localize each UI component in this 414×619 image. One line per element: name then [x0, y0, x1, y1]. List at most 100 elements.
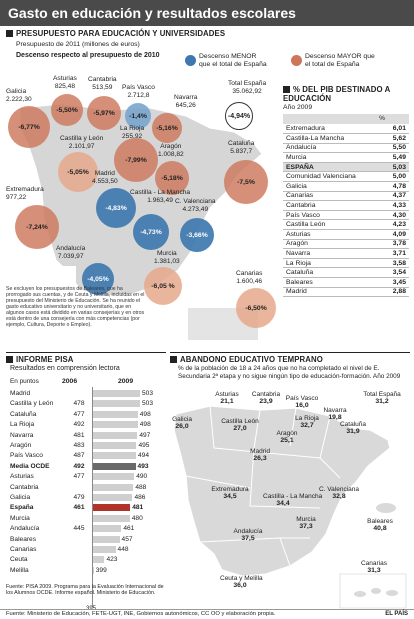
- region-name: Asturias: [53, 75, 77, 82]
- pib-region: Asturias: [283, 229, 384, 240]
- dropout-subtitle: % de la población de 18 a 24 años que no…: [178, 365, 401, 380]
- pisa-value-2009: 423: [106, 556, 118, 564]
- bubble-extremadura: -7,24%: [15, 205, 59, 249]
- region-budget: 645,26: [175, 101, 196, 109]
- pib-row: Navarra 3,71: [283, 248, 409, 259]
- region-name: Castilla - La Mancha: [130, 189, 191, 196]
- pisa-row: Galicia 479 486: [10, 493, 170, 502]
- pisa-value-2009: 498: [139, 410, 151, 418]
- dropout-region: Madrid 26,3: [240, 448, 280, 463]
- pib-value: 6,01: [383, 124, 409, 135]
- pib-region: Comunidad Valenciana: [283, 171, 384, 183]
- pib-region: Murcia: [283, 152, 384, 163]
- region-label-andalucia: Andalucía 7.039,97: [56, 245, 85, 260]
- pib-region: Navarra: [283, 248, 384, 259]
- pisa-value-2006: 492: [73, 421, 85, 429]
- dropout-region-name: Asturias: [215, 391, 239, 398]
- pisa-region: Madrid: [10, 390, 31, 397]
- pisa-value-2006: 481: [73, 431, 85, 439]
- pisa-value-2006: 487: [73, 452, 85, 460]
- pisa-value-2009: 503: [142, 390, 154, 397]
- legend-less-swatch: [185, 55, 196, 66]
- dropout-region-value: 34,4: [276, 500, 290, 508]
- dropout-region-name: Madrid: [250, 448, 270, 455]
- pib-value: 3,54: [383, 267, 409, 278]
- dropout-region-value: 40,8: [373, 525, 387, 533]
- pisa-value-2009: 493: [137, 462, 149, 470]
- pisa-bar-2009: [92, 390, 140, 397]
- pisa-bar-2009: [92, 462, 136, 470]
- pisa-region: La Rioja: [10, 421, 35, 429]
- pib-region: Andalucía: [283, 143, 384, 154]
- pisa-value-2009: 461: [123, 525, 135, 533]
- region-pct: -4,83%: [105, 204, 127, 212]
- region-label-castilla-leon: Castilla y León 2.101,97: [60, 135, 103, 150]
- pisa-region: Castilla y León: [10, 400, 54, 408]
- pisa-region: Aragón: [10, 442, 32, 449]
- pib-region: Castilla-La Mancha: [283, 133, 384, 144]
- dropout-region-value: 25,1: [280, 437, 294, 445]
- pisa-bar-2009: [92, 400, 140, 408]
- bubble-cantabria: -5,97%: [87, 96, 121, 130]
- dropout-region-value: 31,9: [346, 428, 360, 436]
- bubble-aragon: -5,18%: [155, 161, 189, 195]
- pib-value: 4,33: [383, 200, 409, 211]
- pib-col-header: %: [283, 114, 409, 124]
- region-pct: -3,66%: [186, 231, 208, 239]
- legend-less-label: Descenso MENOR que el total de España: [199, 53, 267, 68]
- dropout-region-name: Navarra: [323, 407, 347, 414]
- section-bullet-icon: [283, 85, 290, 93]
- footer-credit: EL PAÍS: [385, 611, 408, 617]
- bubble-navarra: -5,16%: [152, 113, 182, 143]
- dropout-region-value: 37,3: [299, 523, 313, 531]
- region-pct: -5,18%: [161, 174, 183, 182]
- region-name: Madrid: [94, 170, 115, 177]
- region-label-aragon: Aragón 1.008,82: [158, 143, 184, 158]
- bubble-cataluna: -7,5%: [224, 160, 268, 204]
- pisa-value-2009: 480: [131, 514, 143, 522]
- dropout-region-value: 31,2: [375, 398, 389, 406]
- pib-table: Extremadura 6,01 Castilla-La Mancha 5,62 And…: [283, 124, 409, 298]
- dropout-region: Ceuta y Melilla 36,0: [220, 575, 263, 590]
- dropout-region-value: 32,7: [300, 422, 314, 430]
- pisa-region: Andalucía: [10, 525, 40, 533]
- pib-row: Madrid 2,88: [283, 287, 409, 298]
- dropout-region: Castilla - La Mancha 34,4: [263, 493, 323, 508]
- dropout-rule: [170, 352, 410, 353]
- dropout-region-name: Cantabria: [251, 391, 281, 398]
- region-budget: 1.008,82: [158, 150, 184, 158]
- region-budget: 825,48: [54, 82, 75, 90]
- dropout-region-name: Castilla - La Mancha: [263, 493, 323, 500]
- pisa-bar-2009: [92, 514, 130, 522]
- bubble-andalucia: -4,05%: [82, 263, 114, 295]
- pib-value: 2,88: [383, 287, 409, 298]
- dropout-region-value: 26,0: [175, 423, 189, 431]
- region-label-la-rioja: La Rioja 255,92: [120, 125, 144, 140]
- dropout-region: Cantabria 23,9: [246, 391, 286, 406]
- bubble-pais-vasco: -1,4%: [125, 103, 151, 129]
- budget-note: Se excluyen los presupuestos de Baleares…: [6, 286, 145, 328]
- pisa-axis-line: [92, 387, 93, 607]
- region-budget: 4.273,49: [182, 205, 209, 213]
- region-budget: 2.222,30: [6, 95, 32, 103]
- section-bullet-icon: [170, 355, 177, 363]
- region-label-c-valenciana: C. Valenciana 4.273,49: [175, 198, 216, 213]
- pisa-row: Madrid 503: [10, 389, 170, 398]
- region-pct: -7,5%: [237, 178, 255, 186]
- pisa-value-2009: 503: [142, 400, 154, 408]
- region-label-extremadura: Extremadura 977,22: [6, 186, 44, 201]
- pisa-value-2009: 494: [138, 452, 150, 460]
- pisa-value-2009: 490: [136, 473, 148, 481]
- region-pct: -4,73%: [140, 228, 162, 236]
- pisa-value-2006: 479: [73, 494, 85, 501]
- pib-region: Canarias: [283, 191, 384, 202]
- dropout-region-value: 34,5: [223, 493, 237, 501]
- dropout-region: Baleares 40,8: [360, 518, 400, 533]
- dropout-region-value: 36,0: [233, 582, 247, 590]
- region-budget: 2.101,97: [68, 142, 95, 150]
- pisa-region: Murcia: [10, 514, 30, 522]
- region-name: La Rioja: [120, 125, 145, 132]
- pisa-value-2009: 497: [139, 431, 151, 439]
- pisa-bar-2009: [92, 431, 138, 439]
- section-bullet-icon: [6, 29, 13, 37]
